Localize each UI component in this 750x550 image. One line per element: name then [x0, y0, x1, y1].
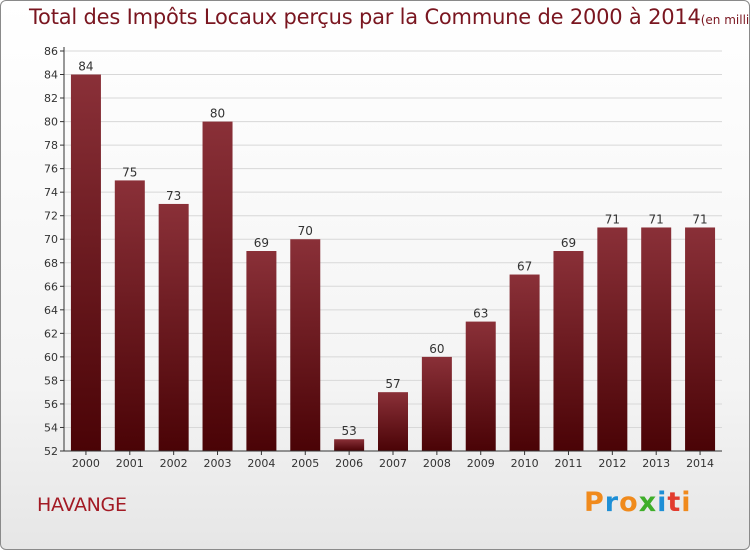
- title-main: Total des Impôts Locaux perçus par la Co…: [29, 5, 701, 29]
- x-tick-label: 2012: [598, 457, 626, 470]
- x-tick-label: 2011: [554, 457, 582, 470]
- bar: [70, 74, 101, 451]
- value-label: 63: [473, 307, 488, 321]
- bar: [641, 227, 672, 451]
- bar: [465, 321, 496, 451]
- x-tick-label: 2014: [686, 457, 714, 470]
- y-tick-label: 82: [44, 92, 58, 105]
- bar: [114, 180, 145, 452]
- y-tick-label: 64: [44, 304, 58, 317]
- x-tick-label: 2004: [247, 457, 275, 470]
- logo-letter: i: [657, 487, 668, 518]
- x-tick-label: 2006: [335, 457, 363, 470]
- value-label: 80: [210, 107, 225, 121]
- bar: [685, 227, 716, 451]
- y-tick-label: 84: [44, 69, 58, 82]
- bar: [597, 227, 628, 451]
- y-tick-label: 56: [44, 398, 58, 411]
- commune-name: HAVANGE: [37, 494, 127, 516]
- proxiti-logo: Proxiti: [584, 487, 692, 518]
- bar: [553, 251, 584, 451]
- bar: [334, 439, 365, 451]
- logo-letter: o: [619, 487, 639, 518]
- value-label: 57: [385, 377, 400, 391]
- y-tick-label: 62: [44, 327, 58, 340]
- x-tick-label: 2001: [116, 457, 144, 470]
- x-axis-labels: 2000 2001 2002 2003 2004 2005 2006 2007 2008 2009…: [72, 451, 714, 470]
- value-label: 71: [692, 212, 707, 226]
- bar: [202, 121, 233, 452]
- x-tick-label: 2005: [291, 457, 319, 470]
- value-label: 71: [649, 212, 664, 226]
- x-tick-label: 2007: [379, 457, 407, 470]
- y-tick-label: 58: [44, 374, 58, 387]
- bar: [421, 356, 452, 451]
- x-tick-label: 2002: [160, 457, 188, 470]
- value-label: 69: [561, 236, 576, 250]
- x-tick-label: 2003: [204, 457, 232, 470]
- logo-letter: t: [667, 487, 682, 518]
- y-tick-label: 76: [44, 163, 58, 176]
- logo-letter: i: [681, 487, 692, 518]
- value-label: 60: [429, 342, 444, 356]
- bar: [378, 392, 408, 451]
- y-tick-label: 52: [44, 445, 58, 458]
- value-label: 69: [254, 236, 269, 250]
- y-tick-label: 54: [44, 421, 58, 434]
- axes: [63, 47, 722, 452]
- x-tick-label: 2013: [642, 457, 670, 470]
- value-label: 84: [78, 60, 93, 74]
- logo-letter: x: [638, 487, 658, 518]
- value-label: 53: [341, 424, 356, 438]
- y-tick-label: 60: [44, 351, 58, 364]
- y-axis-ticks: 52 54 56 58 60 62 64 66 68 70 72 74 76 78 80 82 84 86: [44, 45, 64, 458]
- y-tick-label: 86: [44, 45, 58, 58]
- chart-title: Total des Impôts Locaux perçus par la Co…: [29, 5, 750, 29]
- value-label: 70: [298, 224, 313, 238]
- bars: [70, 74, 716, 452]
- value-labels: 84 75 73 80 69 70 53 57 60 63 67 69 71 71 71: [78, 60, 707, 439]
- value-label: 75: [122, 165, 137, 179]
- x-tick-label: 2000: [72, 457, 100, 470]
- y-tick-label: 70: [44, 233, 58, 246]
- bar: [158, 203, 189, 451]
- title-unit: (en milliers d'€): [700, 13, 750, 27]
- logo-letter: P: [584, 487, 605, 518]
- x-tick-label: 2010: [511, 457, 539, 470]
- value-label: 71: [605, 212, 620, 226]
- value-label: 67: [517, 260, 532, 274]
- y-tick-label: 80: [44, 116, 58, 129]
- y-tick-label: 78: [44, 139, 58, 152]
- y-tick-label: 72: [44, 210, 58, 223]
- bar: [290, 239, 321, 451]
- y-tick-label: 74: [44, 186, 58, 199]
- bar: [246, 251, 277, 451]
- x-tick-label: 2008: [423, 457, 451, 470]
- y-tick-label: 66: [44, 280, 58, 293]
- value-label: 73: [166, 189, 181, 203]
- y-tick-label: 68: [44, 257, 58, 270]
- x-tick-label: 2009: [467, 457, 495, 470]
- logo-letter: r: [604, 487, 620, 518]
- bar: [509, 274, 540, 451]
